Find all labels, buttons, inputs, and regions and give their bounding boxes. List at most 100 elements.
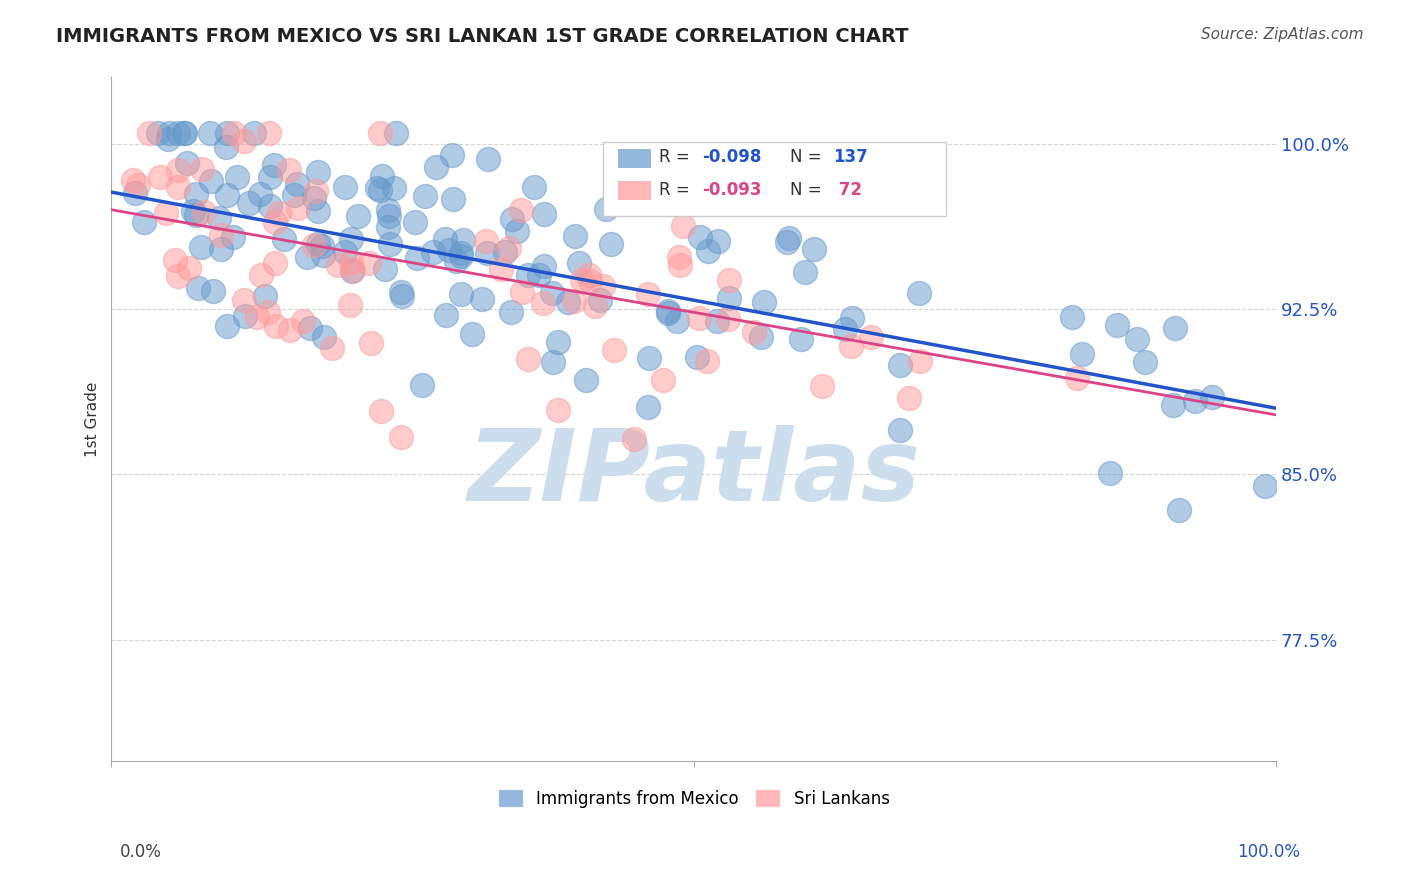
Point	[778, 231, 800, 245]
Point	[652, 182, 675, 196]
Point	[314, 330, 336, 344]
Point	[253, 289, 276, 303]
Point	[592, 278, 614, 293]
Point	[378, 237, 401, 252]
Point	[506, 224, 529, 238]
Point	[425, 160, 447, 174]
Text: 100.0%: 100.0%	[1237, 843, 1301, 861]
Point	[717, 311, 740, 326]
Point	[273, 232, 295, 246]
Point	[295, 250, 318, 264]
Text: Source: ZipAtlas.com: Source: ZipAtlas.com	[1201, 27, 1364, 42]
Point	[1201, 390, 1223, 404]
Point	[533, 207, 555, 221]
Point	[370, 183, 392, 197]
Point	[672, 219, 695, 234]
Point	[1161, 398, 1184, 412]
Point	[307, 165, 329, 179]
Point	[233, 309, 256, 323]
Point	[389, 430, 412, 444]
Point	[406, 251, 429, 265]
Point	[190, 240, 212, 254]
Point	[589, 293, 612, 307]
Point	[326, 258, 349, 272]
Text: R =: R =	[659, 180, 695, 199]
Point	[333, 180, 356, 194]
Point	[718, 291, 741, 305]
Point	[910, 354, 932, 368]
Point	[450, 249, 472, 263]
Point	[517, 351, 540, 366]
Point	[222, 126, 245, 140]
Point	[378, 210, 401, 224]
Point	[360, 336, 382, 351]
Point	[1184, 393, 1206, 408]
Point	[193, 204, 215, 219]
Point	[209, 228, 232, 243]
Point	[1254, 478, 1277, 492]
Point	[287, 202, 309, 216]
Point	[657, 304, 679, 318]
Point	[305, 184, 328, 198]
Point	[198, 126, 221, 140]
Point	[333, 245, 356, 260]
Point	[342, 262, 364, 277]
Point	[523, 180, 546, 194]
Point	[149, 169, 172, 184]
Point	[696, 244, 718, 259]
Point	[312, 248, 335, 262]
Point	[578, 268, 600, 282]
Point	[1126, 332, 1149, 346]
Point	[263, 158, 285, 172]
Point	[259, 126, 281, 140]
Point	[450, 286, 472, 301]
Point	[471, 292, 494, 306]
Text: 137: 137	[834, 148, 868, 167]
Point	[651, 373, 673, 387]
Point	[491, 261, 513, 276]
Point	[238, 196, 260, 211]
Point	[897, 392, 920, 406]
Point	[1164, 320, 1187, 334]
Point	[391, 285, 413, 300]
Point	[249, 268, 271, 282]
Point	[246, 310, 269, 325]
Point	[568, 255, 591, 269]
Point	[541, 285, 564, 300]
Point	[811, 379, 834, 393]
Point	[304, 238, 326, 252]
Point	[451, 233, 474, 247]
Point	[657, 306, 679, 320]
Point	[259, 199, 281, 213]
Point	[1167, 503, 1189, 517]
Point	[839, 339, 862, 353]
Point	[623, 432, 645, 446]
Point	[450, 246, 472, 260]
Point	[1066, 371, 1088, 385]
Point	[391, 288, 413, 302]
Point	[292, 314, 315, 328]
Point	[689, 230, 711, 244]
Point	[377, 202, 399, 217]
Point	[441, 192, 464, 206]
Text: 72: 72	[834, 180, 862, 199]
Point	[571, 273, 593, 287]
Point	[366, 181, 388, 195]
Point	[803, 242, 825, 256]
Point	[444, 253, 467, 268]
Point	[437, 243, 460, 257]
Point	[474, 234, 496, 248]
Point	[155, 206, 177, 220]
Point	[841, 311, 863, 326]
Point	[243, 126, 266, 140]
Point	[215, 318, 238, 333]
Point	[834, 321, 856, 335]
Text: ZIPatlas: ZIPatlas	[467, 425, 921, 523]
Point	[256, 304, 278, 318]
Point	[173, 126, 195, 140]
Text: -0.093: -0.093	[702, 180, 761, 199]
Point	[209, 243, 232, 257]
Point	[278, 163, 301, 178]
Point	[510, 203, 533, 218]
Point	[541, 355, 564, 369]
